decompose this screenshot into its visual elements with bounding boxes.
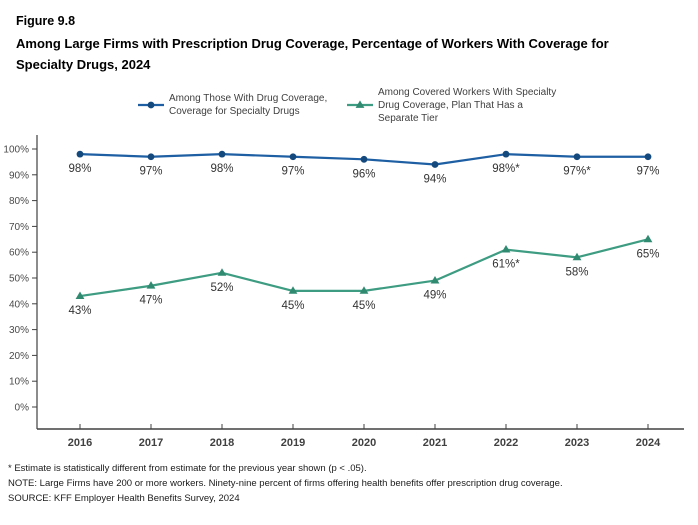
data-point-label: 43% xyxy=(68,305,91,317)
data-point xyxy=(147,152,155,160)
data-point xyxy=(288,285,298,294)
y-tick-label: 90% xyxy=(9,170,29,181)
y-tick-label: 70% xyxy=(9,221,29,232)
x-axis: 2016 2017 2018 2019 2020 2021 2022 2023 2024 xyxy=(37,423,684,449)
data-point xyxy=(501,244,511,253)
y-tick-label: 50% xyxy=(9,273,29,284)
data-point-label: 97% xyxy=(139,165,162,177)
legend-label: Among Those With Drug Coverage, Coverage… xyxy=(169,93,328,118)
footnotes: * Estimate is statistically different fr… xyxy=(0,461,698,507)
footnote-source: SOURCE: KFF Employer Health Benefits Sur… xyxy=(8,492,240,504)
y-tick-label: 20% xyxy=(9,350,29,361)
data-point-label: 45% xyxy=(352,299,375,311)
y-tick-label: 40% xyxy=(9,299,29,310)
data-point-label: 58% xyxy=(565,266,588,278)
data-point-label: 94% xyxy=(423,173,446,185)
x-tick-label: 2022 xyxy=(494,437,518,449)
data-point xyxy=(76,150,84,158)
x-tick-label: 2019 xyxy=(281,437,305,449)
series-1: 43% 47% 52% 45% 45% 49% 61%* 58% 65% xyxy=(68,234,660,317)
footnote-significance: * Estimate is statistically different fr… xyxy=(8,462,367,474)
y-tick-label: 30% xyxy=(9,325,29,336)
data-point-label: 97% xyxy=(281,165,304,177)
legend-marker-glyph xyxy=(355,100,365,108)
data-point-label: 65% xyxy=(636,248,659,260)
data-point xyxy=(430,275,440,284)
data-point xyxy=(572,252,582,260)
x-tick-label: 2016 xyxy=(68,437,92,449)
data-point-label: 97% xyxy=(636,165,659,177)
y-axis: 0% 10% 20% 30% 40% 50% 60% 70% 80% 90% 100% xyxy=(3,134,38,429)
data-point xyxy=(75,291,85,299)
legend-line-triangle-icon xyxy=(347,100,373,108)
data-point-label: 49% xyxy=(423,289,446,301)
data-point-label: 98%* xyxy=(492,163,520,175)
data-point-label: 45% xyxy=(281,299,304,311)
data-point xyxy=(146,280,156,289)
data-point-label: 47% xyxy=(139,294,162,306)
data-point-label: 98% xyxy=(68,163,91,175)
data-point xyxy=(289,152,297,160)
legend-item-separate-tier: Among Covered Workers With Specialty Dru… xyxy=(347,86,560,125)
footnote-note: NOTE: Large Firms have 200 or more worke… xyxy=(8,477,563,489)
legend-marker-glyph xyxy=(147,101,155,109)
data-point xyxy=(643,234,653,242)
figure-title: Among Large Firms with Prescription Drug… xyxy=(16,36,609,72)
x-tick-label: 2021 xyxy=(423,437,447,449)
x-tick-label: 2023 xyxy=(565,437,589,449)
x-tick-label: 2018 xyxy=(210,437,234,449)
data-point xyxy=(360,155,368,163)
legend-item-drug-coverage: Among Those With Drug Coverage, Coverage… xyxy=(138,92,339,118)
y-tick-label: 80% xyxy=(9,196,29,207)
y-tick-label: 100% xyxy=(3,144,29,155)
data-point-label: 98% xyxy=(210,163,233,175)
data-point xyxy=(217,267,227,276)
data-point xyxy=(502,150,510,158)
y-tick-label: 10% xyxy=(9,376,29,387)
chart-legend: Among Those With Drug Coverage, Coverage… xyxy=(0,86,698,125)
data-point xyxy=(359,285,369,294)
data-point-label: 97%* xyxy=(563,165,591,177)
data-point-label: 96% xyxy=(352,168,375,180)
data-point xyxy=(573,152,581,160)
line-chart: 0%10%20%30%40%50%60%70%80%90%100%2016 201… xyxy=(3,134,684,449)
legend-label: Among Covered Workers With Specialty Dru… xyxy=(378,86,557,124)
series-0: 98% 97% 98% 97% 96% 94% 98%* 97%* 97% xyxy=(68,150,660,185)
y-tick-label: 60% xyxy=(9,247,29,258)
data-point-label: 61%* xyxy=(492,258,520,270)
data-point xyxy=(431,160,439,168)
data-point xyxy=(218,150,226,158)
x-tick-label: 2017 xyxy=(139,437,163,449)
y-tick-label: 0% xyxy=(15,402,30,413)
x-tick-label: 2024 xyxy=(636,437,661,449)
data-point xyxy=(644,152,652,160)
legend-line-circle-icon xyxy=(138,101,164,109)
figure-number: Figure 9.8 xyxy=(16,14,76,28)
x-tick-label: 2020 xyxy=(352,437,376,449)
data-point-label: 52% xyxy=(210,281,233,293)
figure-header: Figure 9.8 Among Large Firms with Prescr… xyxy=(0,0,698,76)
